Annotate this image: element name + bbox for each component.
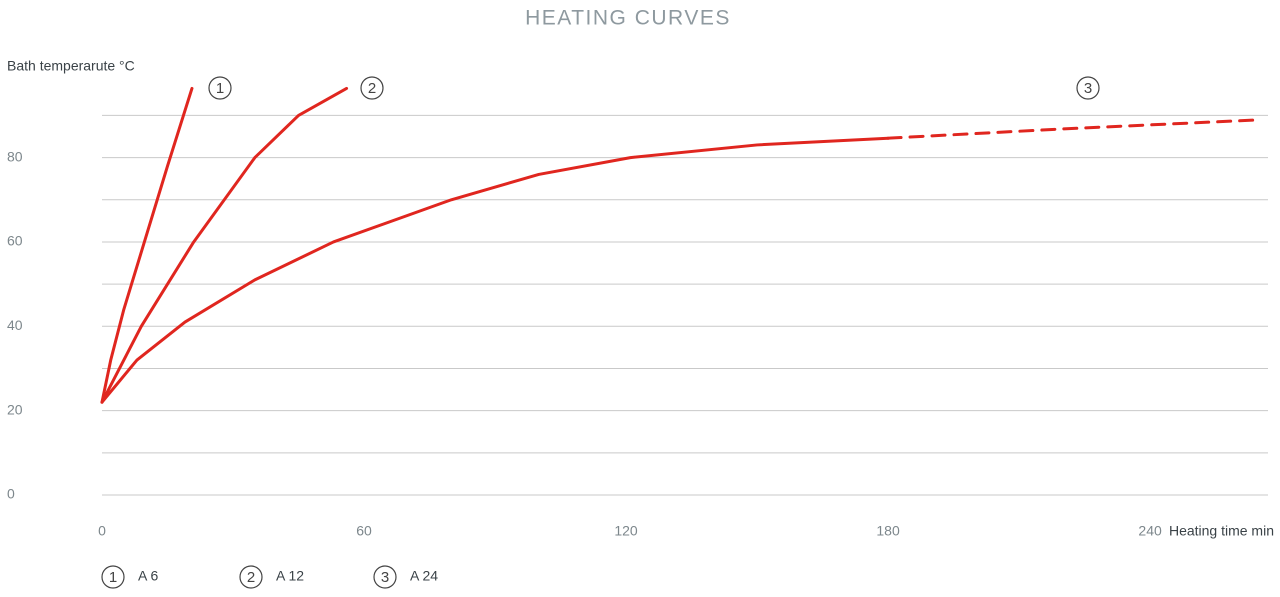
x-axis-title: Heating time min [1169,523,1274,539]
legend-label: A 24 [410,568,438,584]
x-tick-label: 0 [98,523,106,539]
line [100,86,194,404]
y-axis-title: Bath temperarute °C [7,58,135,74]
legend-badge: 1 [109,569,117,586]
line [100,86,349,404]
legend-badge-circle [101,565,125,589]
y-tick-label: 80 [7,148,23,164]
line [100,136,890,404]
legend-badge-circle [239,565,263,589]
x-tick-label: 120 [614,523,638,539]
series-badge-circle [360,76,384,100]
y-tick-label: 0 [7,486,15,502]
y-tick-label: 60 [7,233,23,249]
line [886,118,1257,140]
y-tick-label: 40 [7,317,23,333]
series-badge: 2 [368,80,376,97]
y-tick-label: 20 [7,401,23,417]
x-tick-label: 60 [356,523,372,539]
legend-badge: 2 [247,569,255,586]
series-badge: 3 [1084,80,1092,97]
chart-title: HEATING CURVES [525,7,731,30]
series-badge-circle [208,76,232,100]
legend-label: A 6 [138,568,158,584]
legend-badge: 3 [381,569,389,586]
series-badge: 1 [216,80,224,97]
x-tick-label: 240 [1138,523,1162,539]
legend-badge-circle [373,565,397,589]
series-badge-circle [1076,76,1100,100]
x-tick-label: 180 [876,523,900,539]
legend-label: A 12 [276,568,304,584]
